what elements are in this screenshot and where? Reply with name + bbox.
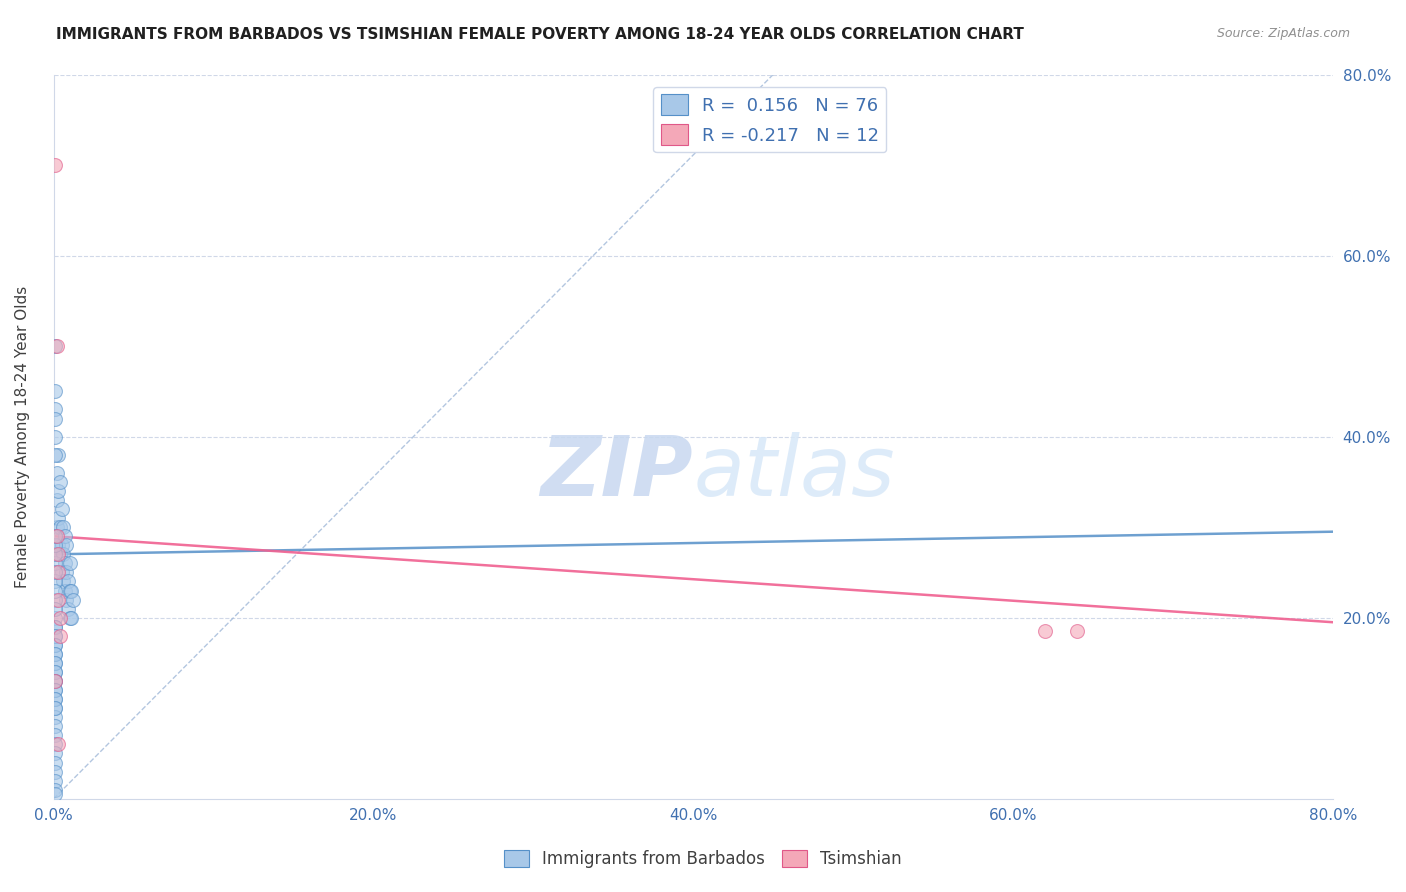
Point: [44, 557, 66, 571]
Point: [44, 402, 66, 417]
Point: [44, 638, 66, 652]
Legend: R =  0.156   N = 76, R = -0.217   N = 12: R = 0.156 N = 76, R = -0.217 N = 12: [654, 87, 886, 153]
Point: [44, 430, 66, 444]
Point: [51, 502, 73, 516]
Point: [48, 483, 70, 498]
Point: [44, 656, 66, 670]
Point: [44, 158, 66, 172]
Point: [49, 610, 72, 624]
Point: [55, 566, 77, 580]
Point: [56, 574, 79, 589]
Point: [45, 520, 67, 534]
Point: [51, 538, 73, 552]
Point: [44, 574, 66, 589]
Point: [49, 547, 72, 561]
Point: [1033, 624, 1056, 639]
Point: [1066, 624, 1088, 639]
Point: [52, 547, 75, 561]
Point: [44, 683, 66, 698]
Point: [44, 448, 66, 462]
Point: [55, 538, 77, 552]
Text: Source: ZipAtlas.com: Source: ZipAtlas.com: [1216, 27, 1350, 40]
Point: [44, 665, 66, 679]
Text: atlas: atlas: [693, 433, 894, 514]
Point: [44, 629, 66, 643]
Point: [44, 638, 66, 652]
Point: [44, 756, 66, 770]
Point: [49, 520, 72, 534]
Point: [44, 384, 66, 399]
Point: [48, 738, 70, 752]
Point: [44, 529, 66, 543]
Point: [52, 520, 75, 534]
Point: [44, 601, 66, 615]
Point: [48, 538, 70, 552]
Point: [44, 620, 66, 634]
Point: [44, 773, 66, 788]
Point: [44, 592, 66, 607]
Y-axis label: Female Poverty Among 18-24 Year Olds: Female Poverty Among 18-24 Year Olds: [15, 285, 30, 588]
Point: [44, 566, 66, 580]
Point: [44, 701, 66, 715]
Point: [44, 787, 66, 801]
Point: [59, 583, 82, 598]
Point: [53, 557, 76, 571]
Point: [44, 647, 66, 661]
Point: [44, 782, 66, 797]
Point: [62, 592, 84, 607]
Point: [44, 665, 66, 679]
Point: [44, 583, 66, 598]
Point: [44, 683, 66, 698]
Point: [44, 610, 66, 624]
Point: [44, 674, 66, 689]
Point: [48, 566, 70, 580]
Point: [52, 574, 75, 589]
Point: [44, 647, 66, 661]
Point: [44, 339, 66, 353]
Point: [48, 547, 70, 561]
Point: [51, 566, 73, 580]
Text: IMMIGRANTS FROM BARBADOS VS TSIMSHIAN FEMALE POVERTY AMONG 18-24 YEAR OLDS CORRE: IMMIGRANTS FROM BARBADOS VS TSIMSHIAN FE…: [56, 27, 1024, 42]
Point: [44, 547, 66, 561]
Point: [44, 411, 66, 425]
Point: [44, 747, 66, 761]
Point: [53, 583, 76, 598]
Point: [44, 674, 66, 689]
Point: [48, 448, 70, 462]
Point: [44, 764, 66, 779]
Point: [55, 592, 77, 607]
Point: [59, 557, 82, 571]
Point: [56, 601, 79, 615]
Point: [53, 529, 76, 543]
Point: [59, 610, 82, 624]
Point: [44, 629, 66, 643]
Point: [44, 738, 66, 752]
Point: [60, 583, 83, 598]
Point: [44, 674, 66, 689]
Point: [44, 656, 66, 670]
Point: [44, 710, 66, 724]
Point: [44, 728, 66, 742]
Point: [44, 701, 66, 715]
Point: [45, 493, 67, 508]
Point: [44, 719, 66, 733]
Point: [60, 610, 83, 624]
Point: [48, 592, 70, 607]
Point: [45, 466, 67, 480]
Point: [48, 511, 70, 525]
Point: [44, 692, 66, 706]
Point: [49, 475, 72, 489]
Point: [49, 629, 72, 643]
Point: [45, 529, 67, 543]
Point: [44, 620, 66, 634]
Text: ZIP: ZIP: [540, 433, 693, 514]
Legend: Immigrants from Barbados, Tsimshian: Immigrants from Barbados, Tsimshian: [498, 843, 908, 875]
Point: [45, 339, 67, 353]
Point: [44, 692, 66, 706]
Point: [44, 538, 66, 552]
